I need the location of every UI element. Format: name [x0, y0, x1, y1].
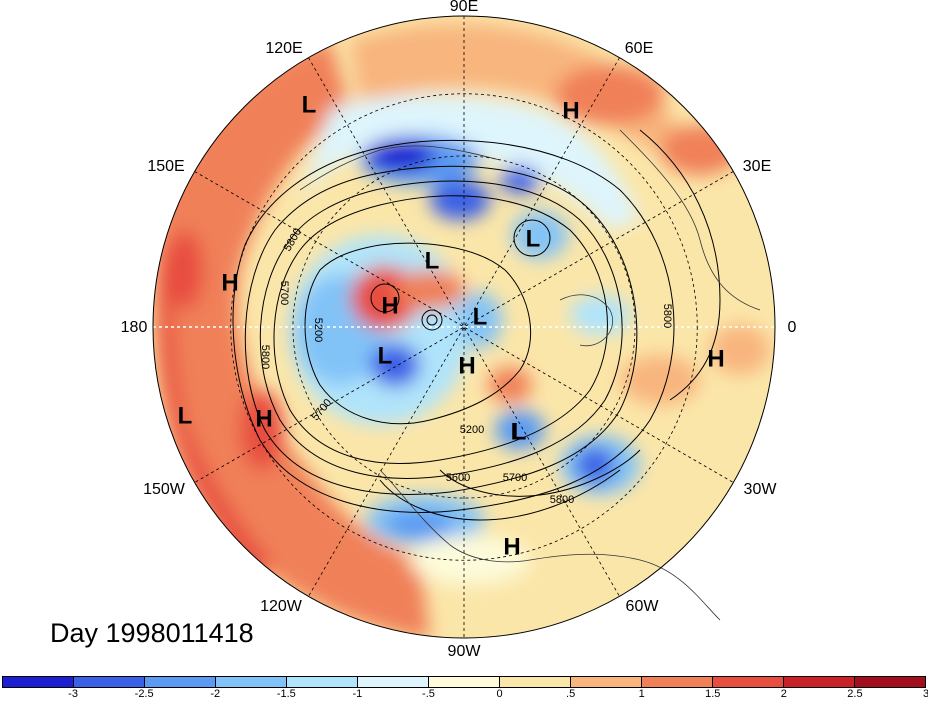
colorbar-tick-label: -3: [68, 688, 78, 700]
low-pressure-label: L: [512, 418, 527, 445]
contour-label: 5200: [460, 424, 484, 436]
lat-lon-grid: [153, 16, 775, 638]
lon-label-30e: 30E: [742, 158, 772, 175]
map-title: Day 1998011418: [50, 618, 254, 648]
anomaly-field: [153, 16, 775, 638]
low-pressure-label: L: [511, 418, 526, 445]
colorbar-tick-label: -2: [210, 688, 221, 700]
colorbar-tick-label: -1: [352, 688, 363, 700]
colorbar-segment: [642, 677, 713, 687]
colorbar-segment: [145, 677, 216, 687]
colorbar-tick-label: -1.5: [276, 688, 296, 700]
colorbar-tick-label: 1: [638, 688, 645, 700]
colorbar: [2, 676, 926, 688]
contour-label: 5800: [259, 345, 271, 369]
contour-label: 5700: [278, 281, 290, 305]
colorbar-segment: [358, 677, 429, 687]
colorbar-tick-label: 3: [922, 688, 928, 700]
lon-label-150w: 150W: [143, 481, 185, 498]
low-pressure-label: L: [178, 402, 193, 429]
colorbar-ticks: -3 -2.5 -2 -1.5 -1 -.5 0 .5 1 1.5 2 2.5 3: [0, 688, 928, 702]
colorbar-tick-label: -2.5: [134, 688, 154, 700]
colorbar-segment: [429, 677, 500, 687]
high-pressure-label: H: [458, 352, 475, 379]
contour-label: 5800: [661, 304, 673, 328]
lon-label-90w: 90W: [447, 643, 481, 660]
lon-label-120w: 120W: [260, 598, 302, 615]
colorbar-tick-label: .5: [566, 688, 576, 700]
high-pressure-label: H: [707, 345, 724, 372]
meridian-line: [308, 57, 620, 597]
colorbar-segment: [287, 677, 358, 687]
lon-label-0: 0: [787, 319, 797, 336]
lon-label-150e: 150E: [147, 158, 185, 175]
contour-label: 5800: [550, 494, 574, 506]
latitude-circle: [230, 93, 698, 561]
low-pressure-label: L: [302, 91, 317, 118]
colorbar-tick-label: -.5: [422, 688, 435, 700]
lon-label-60e: 60E: [624, 40, 654, 57]
high-pressure-label: H: [562, 97, 579, 124]
globe-boundary: [152, 15, 776, 639]
lon-label-120e: 120E: [265, 40, 303, 57]
lon-label-90e: 90E: [449, 0, 479, 15]
colorbar-tick-label: 1.5: [705, 688, 721, 700]
colorbar-segment: [784, 677, 855, 687]
colorbar-segment: [74, 677, 145, 687]
high-pressure-label: H: [221, 269, 238, 296]
colorbar-segment: [216, 677, 287, 687]
geopotential-contours: [232, 129, 721, 521]
low-pressure-label: L: [526, 225, 541, 252]
low-pressure-label: L: [425, 247, 440, 274]
meridian-line: [194, 171, 734, 483]
colorbar-segment: [855, 677, 925, 687]
meridian-line: [308, 57, 620, 597]
colorbar-tick-label: 2.5: [847, 688, 863, 700]
colorbar-segment: [3, 677, 74, 687]
contour-label: 5700: [503, 472, 527, 484]
colorbar-segment: [713, 677, 784, 687]
lon-label-60w: 60W: [625, 598, 659, 615]
meridian-line: [194, 171, 734, 483]
coastlines: [299, 129, 761, 621]
contour-label: 5200: [312, 318, 324, 342]
colorbar-tick-label: 2: [780, 688, 787, 700]
high-pressure-label: H: [503, 533, 520, 560]
colorbar-tick-label: 0: [496, 688, 503, 700]
lon-label-180: 180: [120, 319, 148, 336]
lon-label-30w: 30W: [743, 481, 777, 498]
low-pressure-label: L: [378, 342, 393, 369]
high-pressure-label: H: [381, 292, 398, 319]
high-pressure-label: H: [255, 405, 272, 432]
contour-label: 5600: [446, 472, 470, 484]
colorbar-segment: [571, 677, 642, 687]
colorbar-segment: [500, 677, 571, 687]
low-pressure-label: L: [473, 303, 488, 330]
